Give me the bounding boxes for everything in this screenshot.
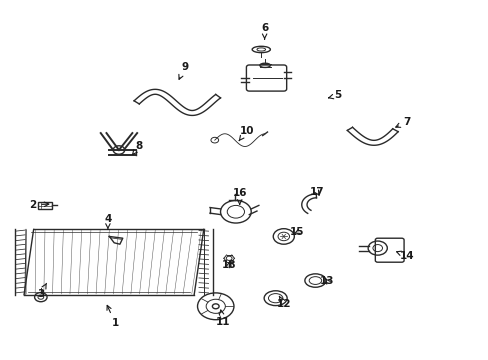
- Text: 11: 11: [215, 310, 230, 327]
- Text: 16: 16: [232, 188, 246, 204]
- Bar: [39, 202, 52, 208]
- Text: 5: 5: [328, 90, 341, 100]
- Text: 3: 3: [37, 283, 46, 298]
- Text: 12: 12: [276, 296, 290, 309]
- Text: 7: 7: [395, 117, 410, 127]
- Text: 17: 17: [309, 187, 324, 197]
- Text: 18: 18: [222, 260, 236, 270]
- Text: 6: 6: [261, 23, 268, 39]
- Text: 15: 15: [289, 227, 304, 237]
- Text: 1: 1: [107, 305, 119, 328]
- Circle shape: [113, 146, 124, 154]
- Text: 10: 10: [239, 126, 254, 141]
- Text: 13: 13: [319, 275, 333, 285]
- Text: 4: 4: [104, 214, 111, 229]
- Text: 2: 2: [29, 200, 49, 210]
- Text: 9: 9: [179, 62, 188, 79]
- Text: 14: 14: [396, 251, 414, 261]
- Text: 8: 8: [132, 141, 142, 154]
